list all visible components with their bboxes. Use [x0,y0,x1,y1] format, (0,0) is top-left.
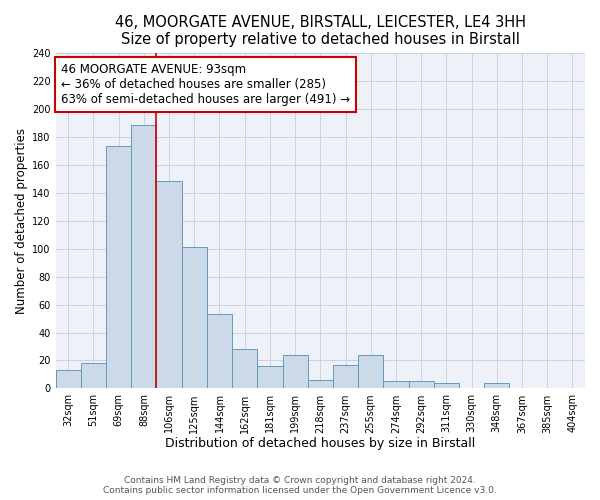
Y-axis label: Number of detached properties: Number of detached properties [15,128,28,314]
Bar [484,383,509,388]
Bar [56,370,81,388]
Bar [409,382,434,388]
Bar [182,247,207,388]
Bar [434,383,459,388]
Bar [207,314,232,388]
Bar [81,364,106,388]
Bar [157,182,182,388]
Text: 46 MOORGATE AVENUE: 93sqm
← 36% of detached houses are smaller (285)
63% of semi: 46 MOORGATE AVENUE: 93sqm ← 36% of detac… [61,63,350,106]
Text: Contains HM Land Registry data © Crown copyright and database right 2024.
Contai: Contains HM Land Registry data © Crown c… [103,476,497,495]
Bar [383,382,409,388]
Bar [283,355,308,388]
Title: 46, MOORGATE AVENUE, BIRSTALL, LEICESTER, LE4 3HH
Size of property relative to d: 46, MOORGATE AVENUE, BIRSTALL, LEICESTER… [115,15,526,48]
Bar [333,364,358,388]
Bar [131,126,157,388]
Bar [106,146,131,388]
Bar [308,380,333,388]
X-axis label: Distribution of detached houses by size in Birstall: Distribution of detached houses by size … [165,437,475,450]
Bar [257,366,283,388]
Bar [232,350,257,389]
Bar [358,355,383,388]
